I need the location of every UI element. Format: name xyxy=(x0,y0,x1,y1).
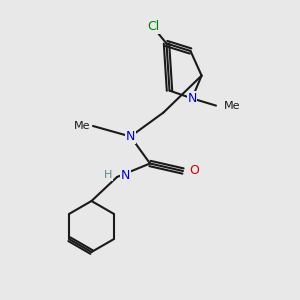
Text: H: H xyxy=(104,170,112,181)
Text: N: N xyxy=(187,92,197,105)
Text: Me: Me xyxy=(224,100,240,111)
Text: Me: Me xyxy=(74,121,90,131)
Text: Cl: Cl xyxy=(147,20,159,34)
Text: N: N xyxy=(121,169,130,182)
Text: N: N xyxy=(126,130,135,143)
Text: O: O xyxy=(190,164,200,178)
